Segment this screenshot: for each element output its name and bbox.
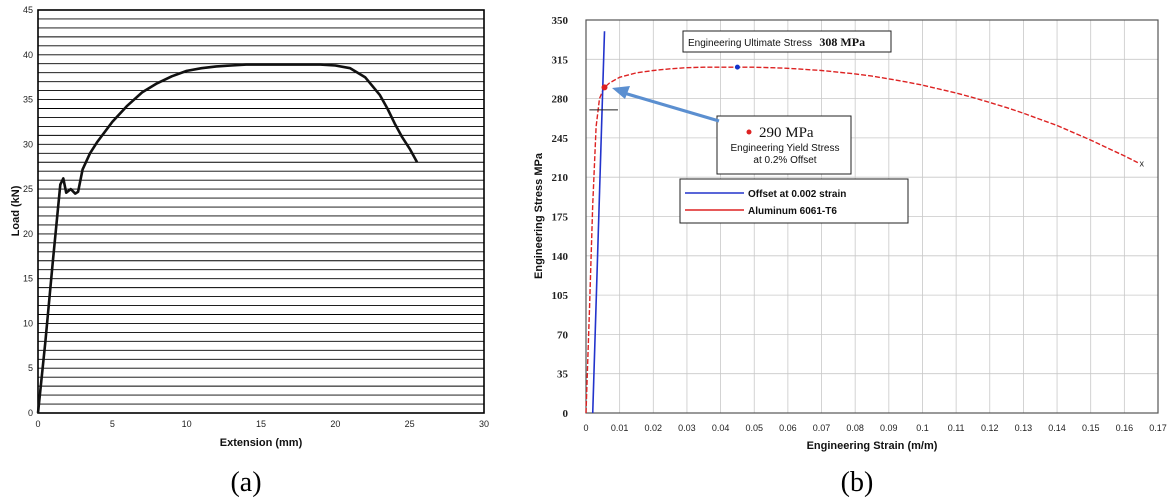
x-tick-label: 5 [110, 419, 115, 429]
x-tick-label: 0.09 [880, 423, 898, 433]
y-tick-label: 35 [23, 95, 33, 105]
x-tick-label: 0 [35, 419, 40, 429]
x-tick-label: 0.04 [712, 423, 730, 433]
chart-b-frame [585, 19, 1159, 414]
chart-b-y-ticks: 0 35 70 105 140 175 210 245 280 315 350 [552, 15, 569, 420]
x-tick-label: 0.12 [981, 423, 999, 433]
yield-arrow [612, 86, 720, 123]
y-tick-label: 280 [552, 94, 569, 106]
y-tick-label: 25 [23, 184, 33, 194]
chart-b-ultimate-annotation: Engineering Ultimate Stress 308 MPa [682, 30, 892, 53]
y-tick-label: 210 [552, 172, 569, 184]
chart-b-legend: Offset at 0.002 strain Aluminum 6061-T6 [679, 178, 909, 224]
ultimate-label: Engineering Ultimate Stress [688, 38, 812, 49]
chart-b-fracture-marker: x [1140, 159, 1145, 169]
x-tick-label: 0.1 [916, 423, 929, 433]
yield-box [716, 115, 852, 175]
x-tick-label: 0 [583, 423, 588, 433]
chart-a-frame [37, 9, 485, 414]
chart-a-series-line [36, 63, 419, 414]
x-tick-label: 0.08 [846, 423, 864, 433]
x-tick-label: 0.14 [1048, 423, 1066, 433]
x-tick-label: 15 [256, 419, 266, 429]
y-tick-label: 350 [552, 15, 569, 27]
x-tick-label: 20 [330, 419, 340, 429]
x-tick-label: 0.11 [948, 423, 965, 433]
x-tick-label: 0.16 [1116, 423, 1134, 433]
y-tick-label: 40 [23, 50, 33, 60]
y-tick-label: 35 [557, 369, 569, 381]
chart-a-x-ticks: 0 5 10 15 20 25 30 [35, 419, 489, 429]
y-tick-label: 245 [552, 133, 569, 145]
chart-b-x-ticks: 0 0.01 0.02 0.03 0.04 0.05 0.06 0.07 0.08 0.09 0.1… [583, 423, 1166, 433]
y-tick-label: 140 [552, 251, 569, 263]
x-tick-label: 30 [479, 419, 489, 429]
y-tick-label: 70 [557, 329, 569, 341]
y-tick-label: 175 [552, 212, 569, 224]
y-tick-label: 0 [28, 408, 33, 418]
chart-b-yield-annotation: 290 MPa Engineering Yield Stress at 0.2%… [716, 115, 852, 175]
chart-b-x-axis-label: Engineering Strain (m/m) [807, 440, 938, 452]
ultimate-annotation-text: Engineering Ultimate Stress 308 MPa [688, 33, 865, 50]
x-tick-label: 0.02 [645, 423, 663, 433]
x-tick-label: 0.07 [813, 423, 831, 433]
chart-b-yield-point [601, 84, 608, 91]
y-tick-label: 20 [23, 229, 33, 239]
yield-legend-dot [746, 129, 752, 135]
legend-label-offset: Offset at 0.002 strain [748, 189, 846, 200]
yield-value: 290 MPa [759, 125, 814, 141]
x-tick-label: 10 [182, 419, 192, 429]
y-tick-label: 30 [23, 139, 33, 149]
chart-b-y-axis-label: Engineering Stress MPa [533, 152, 545, 279]
y-tick-label: 0 [563, 408, 569, 420]
x-tick-label: 25 [405, 419, 415, 429]
legend-box [679, 178, 909, 224]
chart-a-y-axis-label: Load (kN) [10, 185, 22, 236]
chart-a-grid [38, 9, 484, 414]
x-tick-label: 0.15 [1082, 423, 1100, 433]
x-tick-label: 0.03 [678, 423, 696, 433]
x-tick-label: 0.06 [779, 423, 797, 433]
y-tick-label: 15 [23, 274, 33, 284]
x-tick-label: 0.05 [745, 423, 763, 433]
y-tick-label: 45 [23, 5, 33, 15]
y-tick-label: 5 [28, 363, 33, 373]
chart-a-y-ticks: 0 5 10 15 20 25 30 35 40 45 [23, 5, 33, 418]
legend-label-aluminum: Aluminum 6061-T6 [748, 206, 837, 217]
y-tick-label: 10 [23, 318, 33, 328]
chart-a: 0 5 10 15 20 25 30 35 40 45 0 5 10 15 20 25 30 Extensio… [10, 5, 489, 498]
y-tick-label: 105 [552, 290, 569, 302]
y-tick-label: 315 [552, 54, 569, 66]
chart-a-x-axis-label: Extension (mm) [220, 437, 303, 449]
ultimate-box [682, 30, 892, 53]
panel-label-b: (b) [841, 467, 874, 498]
x-tick-label: 0.01 [611, 423, 629, 433]
panel-label-a: (a) [230, 467, 261, 498]
x-tick-label: 0.17 [1149, 423, 1167, 433]
ultimate-value: 308 MPa [819, 35, 865, 49]
chart-b-ultimate-point [734, 64, 740, 70]
yield-line-2: at 0.2% Offset [753, 155, 816, 166]
chart-b-series-offset-line [591, 31, 606, 414]
yield-line-1: Engineering Yield Stress [731, 143, 840, 154]
x-tick-label: 0.13 [1015, 423, 1033, 433]
chart-b-series-aluminum-line [585, 66, 1139, 414]
